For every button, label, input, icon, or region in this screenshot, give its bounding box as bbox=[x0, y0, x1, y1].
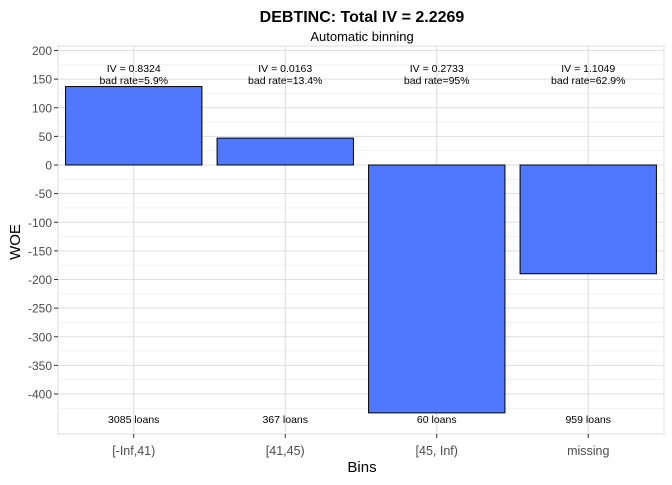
y-tick-label: 50 bbox=[39, 130, 53, 144]
count-label: 959 loans bbox=[565, 414, 611, 426]
bad-rate-label: bad rate=62.9% bbox=[551, 75, 625, 87]
iv-label: IV = 0.8324 bbox=[107, 63, 161, 75]
chart-title: DEBTINC: Total IV = 2.2269 bbox=[260, 9, 465, 26]
y-axis-label: WOE bbox=[7, 224, 24, 260]
y-tick-label: -350 bbox=[28, 359, 52, 373]
bar bbox=[519, 164, 657, 275]
x-tick-label: missing bbox=[567, 444, 609, 458]
y-tick-label: -50 bbox=[35, 187, 53, 201]
y-tick-label: -250 bbox=[28, 302, 52, 316]
y-tick-label: 0 bbox=[45, 159, 52, 173]
y-tick-label: -400 bbox=[28, 388, 52, 402]
iv-label: IV = 0.0163 bbox=[258, 63, 312, 75]
y-tick-label: -150 bbox=[28, 244, 52, 258]
bar bbox=[216, 137, 354, 166]
count-label: 3085 loans bbox=[108, 414, 159, 426]
plot-area: 200 150 100 50 0 -50 -100 -150 -200 -250 -300 -350 -… bbox=[28, 44, 665, 458]
bar bbox=[368, 164, 506, 414]
x-tick-label: [41,45) bbox=[266, 444, 305, 458]
y-tick-label: 200 bbox=[32, 44, 52, 58]
y-tick-label: -300 bbox=[28, 330, 52, 344]
y-tick-label: -200 bbox=[28, 273, 52, 287]
bad-rate-label: bad rate=95% bbox=[404, 75, 470, 87]
y-tick-label: 100 bbox=[32, 101, 52, 115]
count-label: 60 loans bbox=[417, 414, 457, 426]
iv-label: IV = 0.2733 bbox=[410, 63, 464, 75]
x-tick-label: [45, Inf) bbox=[416, 444, 458, 458]
bad-rate-label: bad rate=13.4% bbox=[248, 75, 322, 87]
x-axis-label: Bins bbox=[347, 459, 376, 476]
iv-label: IV = 1.1049 bbox=[561, 63, 615, 75]
chart-subtitle: Automatic binning bbox=[310, 29, 413, 44]
bar bbox=[65, 86, 203, 166]
y-tick-label: 150 bbox=[32, 73, 52, 87]
y-tick-label: -100 bbox=[28, 216, 52, 230]
count-label: 367 loans bbox=[262, 414, 308, 426]
bad-rate-label: bad rate=5.9% bbox=[99, 75, 168, 87]
x-tick-label: [-Inf,41) bbox=[112, 444, 155, 458]
